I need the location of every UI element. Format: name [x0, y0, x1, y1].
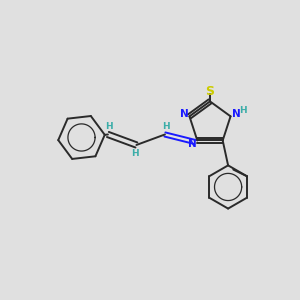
Text: H: H: [163, 122, 170, 130]
Text: N: N: [188, 139, 197, 149]
Text: H: H: [239, 106, 247, 116]
Text: H: H: [131, 149, 139, 158]
Text: N: N: [180, 109, 188, 119]
Text: H: H: [106, 122, 113, 130]
Text: S: S: [206, 85, 214, 98]
Text: N: N: [232, 109, 240, 119]
